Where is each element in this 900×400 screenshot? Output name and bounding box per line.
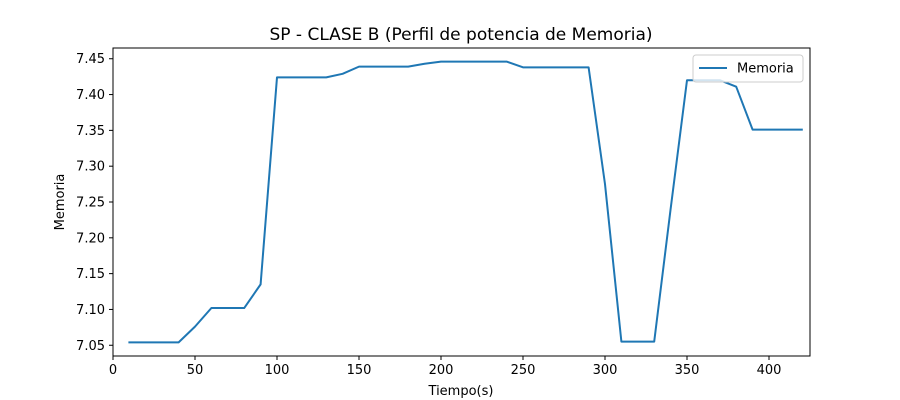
y-tick-label: 7.15 — [76, 267, 105, 282]
x-axis-label: Tiempo(s) — [428, 384, 494, 399]
x-tick-label: 400 — [757, 363, 782, 378]
legend-label-memoria: Memoria — [737, 62, 794, 77]
y-tick-label: 7.10 — [76, 303, 105, 318]
x-axis: 0 50 100 150 200 250 300 350 400 — [109, 356, 782, 378]
x-tick-label: 100 — [265, 363, 290, 378]
legend-box — [692, 54, 804, 83]
series-line-memoria — [128, 60, 803, 344]
plot-area — [112, 47, 811, 357]
x-tick-label: 350 — [675, 363, 700, 378]
x-tick-label: 150 — [347, 363, 372, 378]
y-axis-label: Memoria — [53, 174, 68, 231]
chart-title: SP - CLASE B (Perfil de potencia de Memo… — [269, 25, 652, 45]
y-tick-label: 7.05 — [76, 339, 105, 354]
x-tick-label: 50 — [187, 363, 204, 378]
x-tick-label: 250 — [511, 363, 536, 378]
y-tick-label: 7.40 — [76, 88, 105, 103]
y-tick-label: 7.45 — [76, 52, 105, 67]
y-tick-label: 7.30 — [76, 160, 105, 175]
legend: Memoria — [692, 54, 804, 83]
x-tick-label: 300 — [593, 363, 618, 378]
x-tick-label: 0 — [109, 363, 117, 378]
y-axis: 7.05 7.10 7.15 7.20 7.25 7.30 7.35 7.40 7.45 — [76, 52, 113, 354]
y-tick-label: 7.35 — [76, 124, 105, 139]
y-tick-label: 7.25 — [76, 196, 105, 211]
x-tick-label: 200 — [429, 363, 454, 378]
y-tick-label: 7.20 — [76, 231, 105, 246]
series-layer — [128, 60, 803, 344]
